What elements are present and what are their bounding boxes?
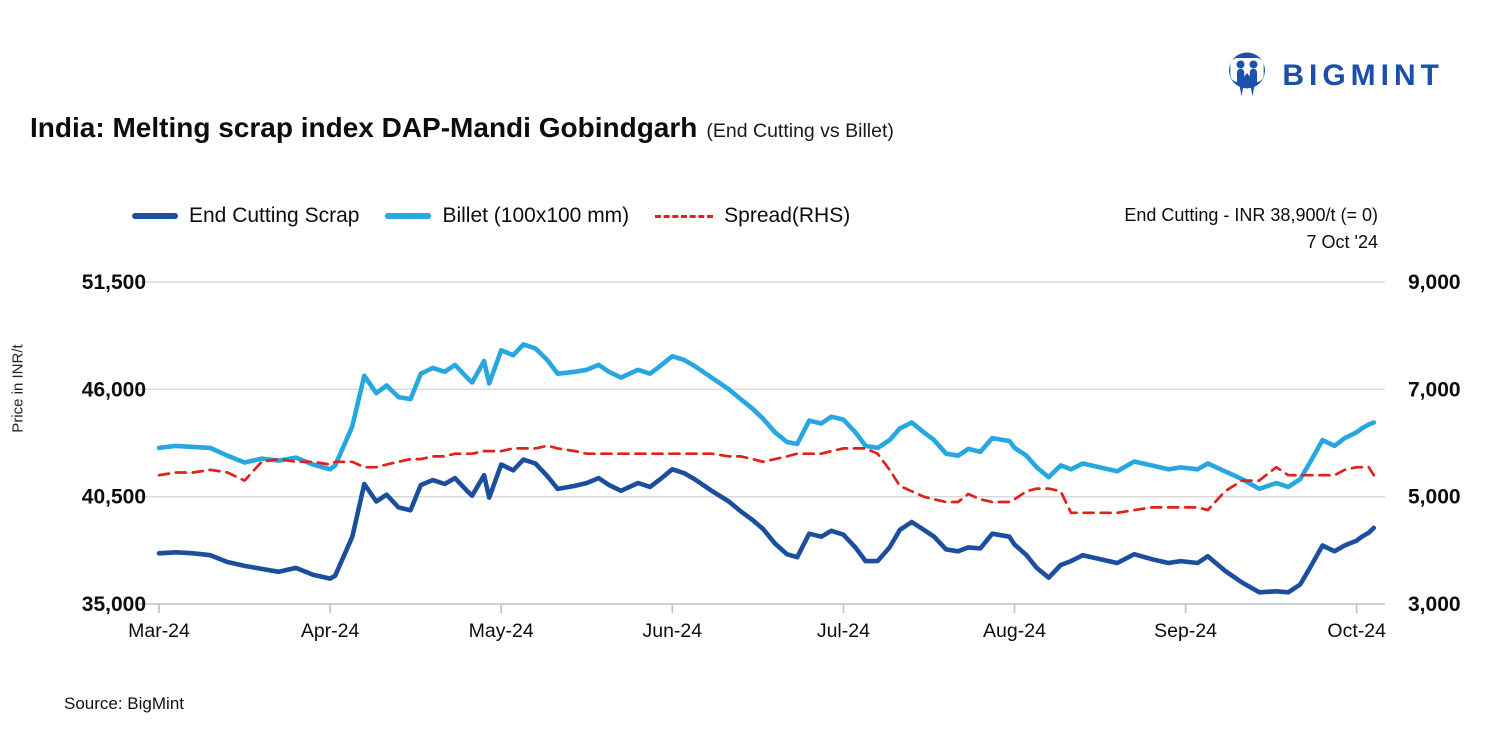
legend-label-spread: Spread(RHS) — [724, 204, 851, 227]
logo-left-leg — [1239, 84, 1245, 97]
right-axis-tick-label: 9,000 — [1408, 271, 1461, 294]
latest-price-annotation: End Cutting - INR 38,900/t (= 0) 7 Oct '… — [1124, 202, 1378, 256]
legend-item-end-cutting: End Cutting Scrap — [132, 204, 359, 228]
chart-area: Mar-24 Apr-24 May-24 Jun-24 Jul-24 Aug-24 Sep-… — [0, 250, 1500, 680]
bigmint-logo-icon — [1229, 52, 1266, 97]
x-tick-label: Sep-24 — [1154, 620, 1217, 642]
left-axis-tick-label: 35,000 — [82, 593, 146, 616]
series-billet-line — [156, 342, 1377, 492]
legend-label-end-cutting: End Cutting Scrap — [189, 204, 360, 227]
right-axis-tick-label: 3,000 — [1408, 593, 1461, 616]
series-end-cutting-scrap-line — [156, 457, 1377, 595]
source-note: Source: BigMint — [64, 694, 184, 713]
x-tick-label: Aug-24 — [983, 620, 1046, 642]
x-tick-label: Jul-24 — [817, 620, 870, 642]
left-axis-tick-label: 46,000 — [82, 378, 146, 401]
x-tick-label: Oct-24 — [1327, 620, 1386, 642]
series-spread-line — [157, 444, 1376, 515]
legend-label-billet: Billet (100x100 mm) — [442, 204, 630, 227]
legend-item-spread: Spread(RHS) — [655, 204, 850, 228]
logo-right-leg — [1250, 84, 1255, 97]
x-tick-label: Jun-24 — [642, 620, 702, 642]
billet-line-swatch — [385, 213, 432, 219]
title-subtitle: (End Cutting vs Billet) — [706, 120, 894, 142]
page-title: India: Melting scrap index DAP-Mandi Gob… — [30, 112, 894, 144]
bigmint-logo: BIGMINT — [1222, 48, 1444, 104]
chart-legend: End Cutting Scrap Billet (100x100 mm) Sp… — [132, 204, 850, 228]
x-tick-label: May-24 — [469, 620, 534, 642]
end-cutting-line-swatch — [132, 213, 178, 219]
brand-text: BIGMINT — [1282, 59, 1444, 92]
legend-item-billet: Billet (100x100 mm) — [385, 204, 629, 228]
annotation-price-line: End Cutting - INR 38,900/t (= 0) — [1124, 205, 1378, 225]
spread-dashed-swatch — [655, 214, 714, 218]
left-axis-tick-label: 51,500 — [82, 271, 146, 294]
x-tick-label: Apr-24 — [301, 620, 360, 642]
annotation-date-line: 7 Oct '24 — [1306, 232, 1378, 252]
x-tick-label: Mar-24 — [128, 620, 190, 642]
chart-svg: Mar-24 Apr-24 May-24 Jun-24 Jul-24 Aug-24 Sep-… — [82, 271, 1461, 642]
left-axis-tick-label: 40,500 — [82, 486, 146, 509]
right-axis-tick-label: 5,000 — [1408, 486, 1461, 509]
title-main: India: Melting scrap index DAP-Mandi Gob… — [30, 112, 698, 143]
right-axis-tick-label: 7,000 — [1408, 378, 1461, 401]
